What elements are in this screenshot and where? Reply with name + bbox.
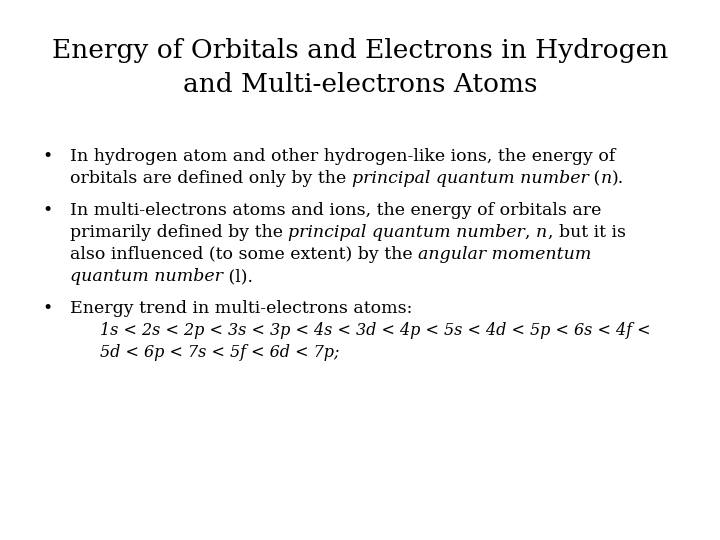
Text: (: (	[588, 170, 600, 187]
Text: principal quantum number: principal quantum number	[289, 224, 526, 241]
Text: n: n	[536, 224, 547, 241]
Text: principal quantum number: principal quantum number	[352, 170, 588, 187]
Text: •: •	[42, 148, 53, 165]
Text: also influenced (to some extent) by the: also influenced (to some extent) by the	[70, 246, 418, 263]
Text: •: •	[42, 202, 53, 219]
Text: quantum number: quantum number	[70, 268, 223, 285]
Text: In multi-electrons atoms and ions, the energy of orbitals are: In multi-electrons atoms and ions, the e…	[70, 202, 601, 219]
Text: Energy trend in multi-electrons atoms:: Energy trend in multi-electrons atoms:	[70, 300, 413, 317]
Text: ,: ,	[526, 224, 536, 241]
Text: , but it is: , but it is	[547, 224, 626, 241]
Text: In hydrogen atom and other hydrogen-like ions, the energy of: In hydrogen atom and other hydrogen-like…	[70, 148, 616, 165]
Text: ).: ).	[612, 170, 624, 187]
Text: •: •	[42, 300, 53, 317]
Text: and Multi-electrons Atoms: and Multi-electrons Atoms	[183, 72, 537, 97]
Text: orbitals are defined only by the: orbitals are defined only by the	[70, 170, 352, 187]
Text: (l).: (l).	[223, 268, 253, 285]
Text: angular momentum: angular momentum	[418, 246, 592, 263]
Text: 1s < 2s < 2p < 3s < 3p < 4s < 3d < 4p < 5s < 4d < 5p < 6s < 4f <: 1s < 2s < 2p < 3s < 3p < 4s < 3d < 4p < …	[100, 322, 650, 339]
Text: 5d < 6p < 7s < 5f < 6d < 7p;: 5d < 6p < 7s < 5f < 6d < 7p;	[100, 344, 339, 361]
Text: Energy of Orbitals and Electrons in Hydrogen: Energy of Orbitals and Electrons in Hydr…	[52, 38, 668, 63]
Text: primarily defined by the: primarily defined by the	[70, 224, 289, 241]
Text: n: n	[600, 170, 612, 187]
